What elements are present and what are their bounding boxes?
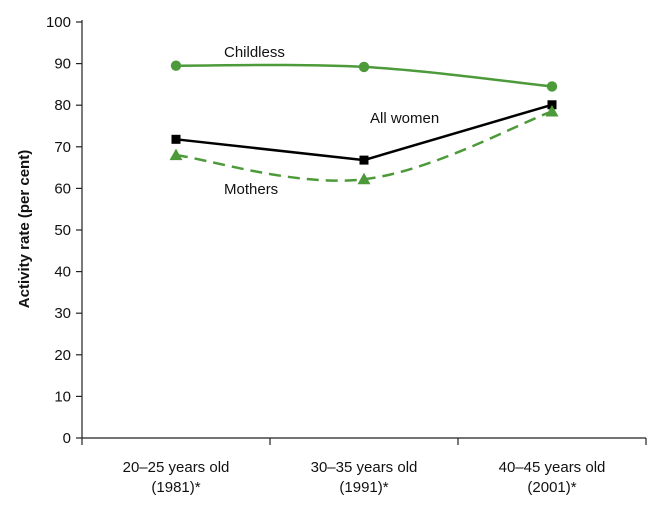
y-tick-label: 100 bbox=[46, 14, 71, 31]
series-layer bbox=[169, 60, 559, 185]
y-tick-label: 30 bbox=[54, 305, 71, 322]
y-tick-label: 70 bbox=[54, 139, 71, 156]
data-point-all-women bbox=[171, 134, 181, 144]
series-childless bbox=[170, 60, 558, 92]
data-point-mothers bbox=[169, 148, 183, 161]
series-label-all-women: All women bbox=[370, 110, 439, 127]
data-point-childless bbox=[358, 61, 370, 73]
data-point-all-women bbox=[359, 155, 369, 165]
x-tick-sublabel: (1981)* bbox=[151, 479, 200, 496]
series-line-all-women bbox=[175, 103, 553, 162]
series-all-women bbox=[171, 100, 557, 165]
y-tick-label: 20 bbox=[54, 347, 71, 364]
x-tick-label: 40–45 years old bbox=[499, 459, 606, 476]
y-tick-label: 40 bbox=[54, 264, 71, 281]
x-tick-sublabel: (2001)* bbox=[527, 479, 576, 496]
y-tick-label: 50 bbox=[54, 222, 71, 239]
y-ticks: 0 10 20 30 40 50 60 70 80 90 100 bbox=[46, 14, 82, 447]
x-tick-label: 30–35 years old bbox=[311, 459, 418, 476]
y-tick-label: 10 bbox=[54, 388, 71, 405]
data-point-childless bbox=[546, 81, 558, 92]
y-tick-label: 80 bbox=[54, 97, 71, 114]
data-point-mothers bbox=[357, 172, 371, 185]
y-tick-label: 0 bbox=[63, 430, 71, 447]
y-tick-label: 60 bbox=[54, 180, 71, 197]
series-label-childless: Childless bbox=[224, 44, 285, 61]
data-point-childless bbox=[170, 60, 182, 71]
y-tick-label: 90 bbox=[54, 56, 71, 73]
y-axis-title: Activity rate (per cent) bbox=[16, 150, 33, 308]
data-point-all-women bbox=[547, 100, 557, 110]
axes bbox=[81, 20, 646, 439]
data-point-mothers bbox=[545, 104, 559, 117]
series-label-mothers: Mothers bbox=[224, 181, 278, 198]
x-tick-sublabel: (1991)* bbox=[339, 479, 388, 496]
series-mothers bbox=[169, 104, 559, 185]
x-tick-label: 20–25 years old bbox=[123, 459, 230, 476]
x-ticks: 20–25 years old (1981)* 30–35 years old (19… bbox=[81, 438, 647, 496]
